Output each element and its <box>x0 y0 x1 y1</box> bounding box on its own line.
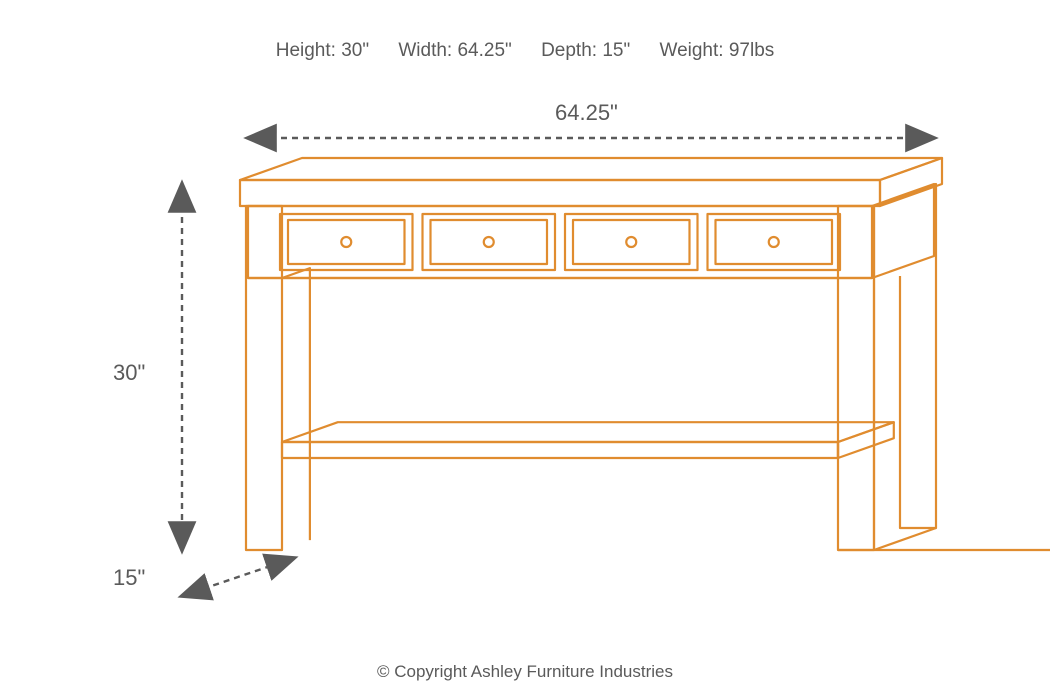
diagram-stage <box>0 0 1050 700</box>
copyright-text: © Copyright Ashley Furniture Industries <box>0 662 1050 682</box>
dim-depth-label: 15" <box>113 565 145 591</box>
console-table-drawing <box>240 158 1050 550</box>
dim-height-label: 30" <box>113 360 145 386</box>
dim-width-label: 64.25" <box>555 100 618 126</box>
